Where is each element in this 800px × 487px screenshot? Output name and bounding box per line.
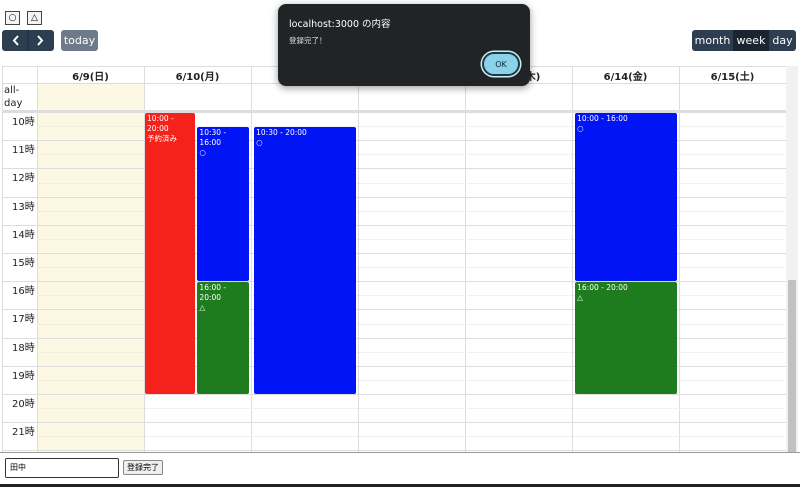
half-hour-line xyxy=(37,379,784,381)
half-hour-line xyxy=(37,351,784,353)
all-day-label: all-day xyxy=(4,85,23,109)
today-button[interactable]: today xyxy=(61,30,98,51)
hour-line xyxy=(2,168,786,170)
dialog-message: 登録完了！ xyxy=(289,36,327,45)
scrollbar-thumb xyxy=(788,280,796,452)
event-time: 16:00 - 20:00 xyxy=(199,283,227,303)
event-title: ○ xyxy=(199,148,206,158)
prev-icon[interactable] xyxy=(12,35,19,46)
event-time: 16:00 - 20:00 xyxy=(577,283,628,293)
hour-label: 12時 xyxy=(12,173,35,185)
hour-label: 14時 xyxy=(12,229,35,241)
hour-label: 16時 xyxy=(12,286,35,298)
window-edge xyxy=(0,484,800,487)
event[interactable]: 16:00 - 20:00 △ xyxy=(197,282,249,394)
submit-button[interactable]: 登録完了 xyxy=(123,460,163,475)
calendar: 6/9(日)6/10(月)6/11(火)6/12(水)6/13(木)6/14(金… xyxy=(2,66,798,452)
hour-line xyxy=(2,450,786,452)
hour-label: 13時 xyxy=(12,201,35,213)
event-title: △ xyxy=(577,293,583,303)
hour-label: 20時 xyxy=(12,399,35,410)
half-hour-line xyxy=(37,210,784,212)
half-hour-line xyxy=(37,267,784,269)
event[interactable]: 16:00 - 20:00 △ xyxy=(575,282,677,394)
hour-label: 19時 xyxy=(12,370,35,382)
view-button[interactable]: week xyxy=(733,30,769,51)
half-hour-line xyxy=(37,295,784,297)
event-title: △ xyxy=(199,303,206,313)
day-header: 6/15(土) xyxy=(710,72,755,83)
hour-line xyxy=(2,309,786,311)
column-line xyxy=(2,66,3,452)
half-hour-line xyxy=(37,238,784,240)
half-hour-line xyxy=(37,182,784,184)
event-title: ○ xyxy=(256,138,263,148)
event-title: ○ xyxy=(577,124,584,133)
hour-label: 11時 xyxy=(12,145,35,157)
column-line xyxy=(679,66,680,452)
hour-line xyxy=(2,394,786,395)
event-time: 10:30 - 16:00 xyxy=(199,128,227,148)
hour-line xyxy=(2,140,786,142)
hour-line xyxy=(2,365,786,367)
half-hour-line xyxy=(37,323,784,325)
half-hour-line xyxy=(37,154,784,156)
hour-line xyxy=(2,422,786,424)
hour-line xyxy=(2,337,786,339)
column-line xyxy=(144,66,145,452)
divider xyxy=(0,452,800,453)
column-line xyxy=(358,66,359,452)
hour-line xyxy=(2,224,786,226)
day-header: 6/14(金) xyxy=(603,72,648,83)
column-line xyxy=(572,66,573,452)
hour-label: 17時 xyxy=(12,314,35,326)
half-hour-line xyxy=(37,436,784,438)
filter-button[interactable]: ○ xyxy=(5,11,20,25)
hour-line xyxy=(2,112,786,113)
hour-label: 10時 xyxy=(12,117,35,128)
dialog-title: localhost:3000 の内容 xyxy=(289,19,391,30)
event-time: 10:00 - 16:00 xyxy=(577,114,628,123)
view-button[interactable]: day xyxy=(772,34,793,47)
column-line xyxy=(251,66,252,452)
ok-button[interactable]: OK xyxy=(482,52,520,76)
event[interactable]: 10:00 - 16:00 ○ xyxy=(575,113,677,282)
hour-line xyxy=(2,196,786,198)
event[interactable]: 10:30 - 16:00 ○ xyxy=(197,127,249,282)
event-title: 予約済み xyxy=(147,134,177,143)
nav-icons xyxy=(12,30,44,51)
nav-group xyxy=(2,30,54,51)
all-day-border xyxy=(2,110,786,112)
day-header: 6/10(月) xyxy=(175,72,220,83)
hour-line xyxy=(2,253,786,254)
event-time: 10:30 - 20:00 xyxy=(256,128,307,138)
event-time: 10:00 - 20:00 xyxy=(147,114,174,133)
next-icon[interactable] xyxy=(37,35,44,46)
day-header: 6/9(日) xyxy=(72,72,109,83)
view-button[interactable]: month xyxy=(694,34,731,47)
half-hour-line xyxy=(37,408,784,410)
hour-label: 15時 xyxy=(12,258,35,269)
alert-dialog: localhost:3000 の内容 登録完了！ OK xyxy=(278,4,530,86)
column-line xyxy=(37,66,38,452)
hour-label: 18時 xyxy=(12,342,35,354)
hour-line xyxy=(2,281,786,283)
hour-label: 21時 xyxy=(12,427,35,439)
event[interactable]: 10:00 - 20:00 予約済み xyxy=(145,113,196,394)
event[interactable]: 10:30 - 20:00 ○ xyxy=(254,127,356,394)
half-hour-line xyxy=(37,126,784,128)
column-line xyxy=(465,66,466,452)
filter-button[interactable]: △ xyxy=(27,11,42,25)
name-input[interactable]: 田中 xyxy=(5,458,119,478)
